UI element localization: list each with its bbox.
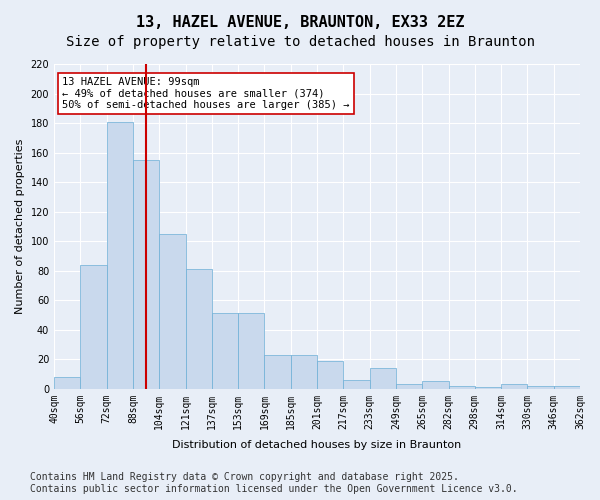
Bar bbox=[370, 368, 396, 389]
Bar bbox=[422, 382, 449, 389]
Bar bbox=[396, 384, 422, 389]
Bar bbox=[265, 355, 291, 389]
Bar bbox=[159, 234, 185, 389]
Bar bbox=[238, 314, 265, 389]
Bar bbox=[501, 384, 527, 389]
Bar bbox=[291, 355, 317, 389]
Text: Size of property relative to detached houses in Braunton: Size of property relative to detached ho… bbox=[65, 35, 535, 49]
Bar bbox=[317, 360, 343, 389]
Text: Contains HM Land Registry data © Crown copyright and database right 2025.
Contai: Contains HM Land Registry data © Crown c… bbox=[30, 472, 518, 494]
Bar bbox=[107, 122, 133, 389]
Bar bbox=[80, 265, 107, 389]
Bar bbox=[554, 386, 580, 389]
Text: 13, HAZEL AVENUE, BRAUNTON, EX33 2EZ: 13, HAZEL AVENUE, BRAUNTON, EX33 2EZ bbox=[136, 15, 464, 30]
Bar bbox=[54, 377, 80, 389]
Bar bbox=[449, 386, 475, 389]
Bar bbox=[527, 386, 554, 389]
Bar bbox=[185, 269, 212, 389]
Bar bbox=[475, 388, 501, 389]
Y-axis label: Number of detached properties: Number of detached properties bbox=[15, 138, 25, 314]
X-axis label: Distribution of detached houses by size in Braunton: Distribution of detached houses by size … bbox=[172, 440, 461, 450]
Bar bbox=[212, 314, 238, 389]
Text: 13 HAZEL AVENUE: 99sqm
← 49% of detached houses are smaller (374)
50% of semi-de: 13 HAZEL AVENUE: 99sqm ← 49% of detached… bbox=[62, 77, 349, 110]
Bar bbox=[343, 380, 370, 389]
Bar bbox=[133, 160, 159, 389]
